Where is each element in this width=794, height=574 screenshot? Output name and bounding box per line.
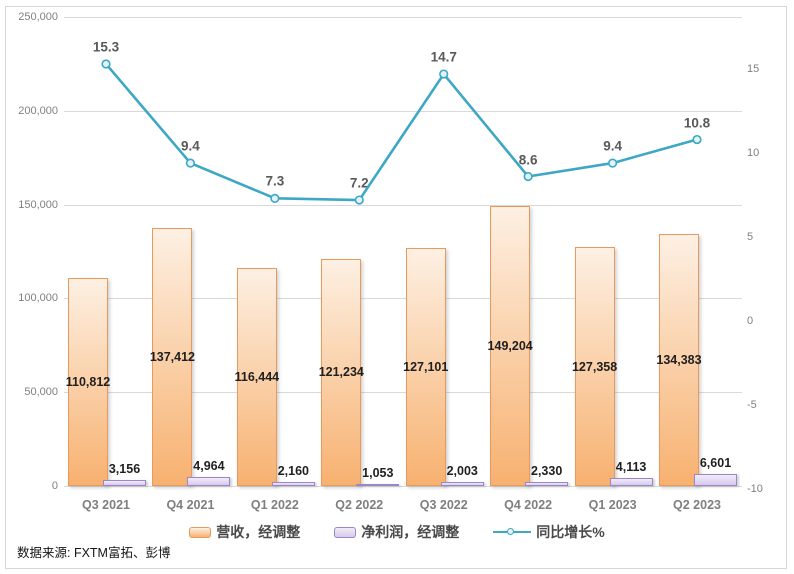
net-profit-bar [609,478,653,486]
x-axis-category-label: Q2 2022 [335,498,384,512]
revenue-value-label: 127,358 [571,359,618,374]
revenue-bar [405,247,446,486]
net-profit-value-label: 4,113 [615,460,647,475]
left-axis-tick-label: 100,000 [18,292,58,305]
growth-value-label: 8.6 [518,152,538,168]
legend-label-revenue: 营收，经调整 [216,524,301,540]
legend-label-growth: 同比增长% [536,524,605,540]
left-axis-tick-label: 50,000 [24,386,58,399]
growth-line-swatch-icon [493,525,532,539]
revenue-bar [152,228,193,486]
net-profit-swatch-icon [334,526,357,538]
x-axis-category-label: Q4 2022 [504,498,553,512]
x-axis-category-label: Q3 2022 [419,498,468,512]
net-profit-value-label: 4,964 [193,458,225,473]
growth-line-marker-icon [507,527,515,535]
gridline [64,298,742,299]
x-axis-category-label: Q1 2023 [588,498,637,512]
net-profit-value-label: 2,160 [277,463,309,478]
net-profit-value-label: 3,156 [108,462,141,477]
revenue-value-label: 149,204 [487,339,533,354]
legend-label-net-profit: 净利润，经调整 [361,524,460,540]
x-axis-category-label: Q3 2021 [82,498,130,512]
right-axis-tick-label: -10 [747,483,763,495]
growth-value-label: 15.3 [92,39,120,55]
net-profit-bar [525,481,569,486]
revenue-bar [68,278,108,486]
revenue-bar [321,258,362,486]
net-profit-bar [103,480,146,486]
revenue-swatch-icon [189,526,212,538]
gridline [64,111,742,112]
gridline [64,205,742,206]
growth-value-label: 9.4 [603,138,622,154]
x-axis-category-label: Q2 2023 [673,498,721,512]
net-profit-bar [271,481,315,486]
legend-item-revenue: 营收，经调整 [189,522,300,542]
growth-value-label: 10.8 [683,115,711,131]
legend-item-net-profit: 净利润，经调整 [334,522,459,542]
gridline [64,486,742,487]
right-axis-tick-label: 15 [747,63,760,75]
revenue-bar [659,233,699,486]
left-axis-tick-label: 200,000 [18,104,58,117]
right-axis-tick-label: 0 [747,315,754,327]
revenue-value-label: 127,101 [403,359,449,374]
growth-value-label: 14.7 [430,49,457,65]
legend-item-growth: 同比增长% [493,522,605,542]
net-profit-bar [694,473,737,486]
revenue-value-label: 121,234 [318,365,364,380]
revenue-value-label: 110,812 [65,375,111,390]
x-axis-category-label: Q4 2021 [166,498,215,512]
right-axis-tick-label: 5 [747,231,754,243]
revenue-value-label: 116,444 [234,369,280,384]
revenue-bar [574,247,615,486]
gridline [64,392,742,393]
net-profit-value-label: 2,330 [531,463,563,478]
growth-value-label: 7.3 [265,173,285,189]
revenue-bar [490,206,531,486]
net-profit-bar [187,476,231,486]
net-profit-value-label: 1,053 [362,466,394,481]
revenue-value-label: 137,412 [149,350,196,365]
source-note: 数据来源: FXTM富拓、彭博 [17,546,171,560]
growth-value-label: 9.4 [181,138,200,154]
growth-value-label: 7.2 [349,175,369,191]
revenue-value-label: 134,383 [656,352,702,367]
net-profit-value-label: 2,003 [446,464,478,479]
gridline [64,17,742,18]
left-axis-tick-label: 0 [51,480,58,492]
right-axis-tick-label: 10 [747,147,760,159]
net-profit-value-label: 6,601 [699,455,732,470]
legend: 营收，经调整 净利润，经调整 同比增长% [0,522,794,542]
left-axis-tick-label: 150,000 [18,198,58,211]
net-profit-bar [356,484,400,487]
left-axis-tick-label: 250,000 [18,11,58,23]
right-axis-tick-label: -5 [747,399,757,411]
x-axis-category-label: Q1 2022 [250,498,299,512]
revenue-bar [236,267,277,486]
net-profit-bar [440,482,484,486]
